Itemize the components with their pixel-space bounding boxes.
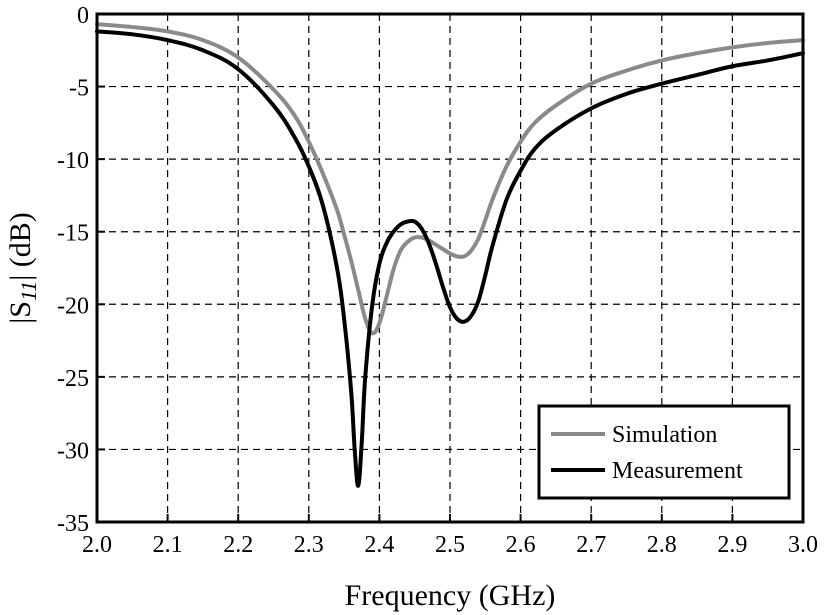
x-tick-label: 2.7 bbox=[576, 532, 606, 558]
y-tick-label: 0 bbox=[77, 3, 89, 29]
x-tick-label: 2.3 bbox=[294, 532, 324, 558]
legend-label-simulation: Simulation bbox=[612, 422, 717, 448]
y-axis-title-part-1: |S bbox=[4, 301, 37, 324]
y-tick-label: -5 bbox=[69, 76, 89, 102]
legend-label-measurement: Measurement bbox=[612, 458, 743, 484]
x-tick-labels: 2.0 2.1 2.2 2.3 2.4 2.5 2.6 2.7 2.8 2.9 3.0 bbox=[82, 532, 818, 558]
axis-ticks bbox=[96, 13, 804, 523]
x-tick-label: 2.2 bbox=[223, 532, 253, 558]
x-tick-label: 2.8 bbox=[647, 532, 677, 558]
y-tick-label: -10 bbox=[57, 148, 89, 174]
y-tick-label: -20 bbox=[57, 293, 89, 319]
x-tick-label: 2.5 bbox=[435, 532, 465, 558]
x-tick-label: 2.4 bbox=[364, 532, 394, 558]
y-tick-label: -15 bbox=[57, 221, 89, 247]
series-line-measurement bbox=[95, 29, 805, 488]
x-tick-label: 3.0 bbox=[788, 532, 818, 558]
y-axis-title-part-2: | (dB) bbox=[4, 212, 37, 281]
x-tick-label: 2.6 bbox=[506, 532, 536, 558]
x-tick-label: 2.1 bbox=[153, 532, 183, 558]
x-tick-label: 2.9 bbox=[717, 532, 747, 558]
legend: Simulation Measurement bbox=[537, 404, 791, 500]
x-tick-label: 2.0 bbox=[82, 532, 112, 558]
y-axis-title-subscript: 11 bbox=[16, 281, 41, 301]
y-tick-labels: 0 -5 -10 -15 -20 -25 -30 -35 bbox=[57, 3, 89, 537]
series-line-simulation bbox=[95, 22, 805, 336]
legend-box bbox=[537, 404, 791, 500]
y-tick-label: -30 bbox=[57, 438, 89, 464]
y-tick-label: -25 bbox=[57, 366, 89, 392]
x-axis-title: Frequency (GHz) bbox=[345, 579, 556, 612]
y-tick-label: -35 bbox=[57, 511, 89, 537]
y-axis-title: |S11| (dB) bbox=[4, 212, 41, 324]
series-layer bbox=[95, 22, 805, 488]
